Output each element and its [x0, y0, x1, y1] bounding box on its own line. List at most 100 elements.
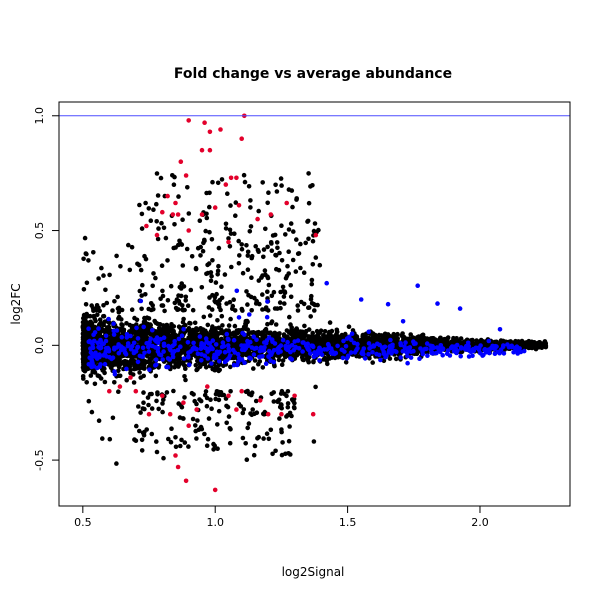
data-point	[114, 461, 119, 466]
data-point	[228, 231, 234, 236]
data-point	[248, 205, 253, 210]
data-point	[408, 332, 414, 337]
data-point	[193, 423, 198, 428]
data-point	[289, 397, 295, 402]
data-point	[186, 444, 191, 449]
data-point	[116, 364, 122, 370]
data-point	[119, 327, 125, 333]
data-point	[273, 322, 279, 327]
data-point	[148, 301, 154, 306]
highlight-point	[366, 351, 371, 357]
data-point	[195, 339, 200, 345]
data-point	[156, 325, 162, 331]
data-point	[154, 398, 159, 404]
data-point	[151, 207, 156, 212]
highlight-point	[470, 353, 475, 359]
data-point	[279, 405, 285, 411]
data-point	[266, 436, 272, 442]
data-point	[277, 300, 283, 305]
data-point	[166, 436, 171, 442]
data-point	[233, 213, 238, 218]
data-point	[248, 294, 254, 300]
data-point	[204, 395, 210, 401]
data-point	[207, 313, 213, 318]
highlight-point	[135, 345, 140, 351]
data-point	[139, 211, 145, 217]
data-point	[139, 226, 145, 231]
highlight-point	[147, 367, 152, 373]
data-point	[370, 360, 376, 365]
data-point	[334, 331, 339, 337]
data-point	[303, 240, 309, 246]
highlight-point	[254, 337, 259, 343]
data-point	[248, 224, 254, 229]
data-point	[179, 242, 185, 247]
highlight-point	[178, 344, 183, 350]
data-point	[241, 407, 247, 412]
data-point	[225, 404, 231, 410]
data-point	[216, 263, 221, 269]
highlight-point	[141, 324, 146, 330]
data-point	[143, 200, 148, 206]
data-point	[161, 397, 166, 403]
data-point	[169, 426, 174, 432]
data-point	[180, 217, 185, 222]
data-point	[228, 389, 233, 394]
data-point	[155, 236, 161, 242]
data-point	[195, 366, 200, 372]
data-point	[279, 362, 285, 368]
highlight-point	[188, 349, 193, 354]
data-point	[155, 390, 160, 395]
data-point	[310, 262, 316, 267]
data-point	[256, 278, 262, 283]
data-point	[118, 264, 123, 269]
highlight-point	[292, 339, 298, 344]
data-point	[294, 237, 299, 242]
highlight-point	[191, 340, 196, 346]
data-point	[361, 335, 366, 340]
data-point	[160, 401, 165, 406]
highlight-point	[140, 345, 146, 351]
data-point	[206, 305, 212, 310]
data-point	[206, 416, 212, 421]
highlight-point	[235, 351, 241, 357]
data-point	[137, 370, 142, 375]
data-point	[133, 354, 138, 359]
data-point	[143, 256, 149, 262]
data-point	[285, 401, 291, 406]
data-point	[112, 299, 117, 304]
data-point	[272, 363, 277, 369]
data-point	[291, 229, 296, 234]
data-point	[228, 331, 233, 336]
data-point	[264, 431, 270, 437]
data-point	[215, 318, 220, 323]
data-point	[286, 249, 292, 254]
data-point	[424, 336, 430, 341]
data-point	[134, 317, 140, 323]
data-point	[180, 416, 186, 421]
highlight-point	[328, 346, 334, 351]
data-point	[263, 272, 268, 278]
data-point	[539, 345, 545, 351]
data-point	[216, 408, 222, 414]
highlight-point	[278, 343, 284, 348]
data-point	[148, 218, 154, 223]
data-point	[153, 275, 158, 281]
data-point	[451, 335, 456, 341]
data-point	[203, 228, 208, 234]
data-point	[216, 331, 222, 336]
highlight-point	[344, 356, 350, 361]
data-point	[178, 286, 184, 291]
data-point	[179, 404, 185, 410]
data-point	[370, 331, 376, 336]
data-point	[223, 221, 229, 227]
data-point	[271, 390, 277, 395]
data-point	[110, 308, 115, 313]
data-point	[327, 356, 332, 361]
data-point	[156, 406, 161, 412]
data-point	[209, 307, 215, 312]
data-point	[277, 416, 282, 421]
data-point	[205, 436, 211, 442]
data-point	[275, 331, 281, 337]
data-point	[260, 307, 265, 312]
